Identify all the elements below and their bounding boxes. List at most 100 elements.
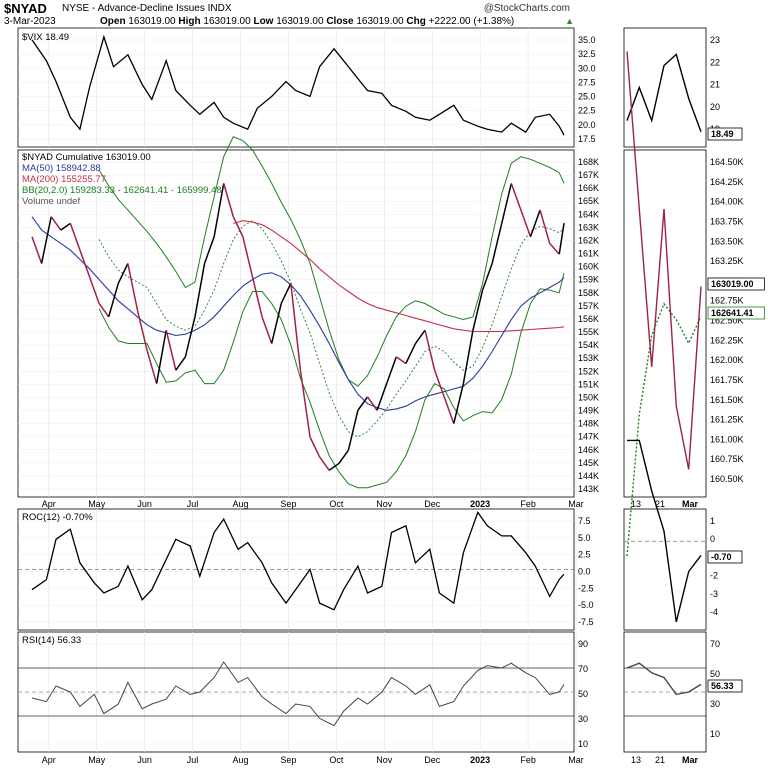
roc-ytick-label: 5.0 (578, 533, 591, 543)
month-label: May (88, 499, 106, 509)
nyad-price-segment (165, 329, 177, 371)
roc-ytick-label: 7.5 (578, 516, 591, 526)
bb-mid-value-badge-box (707, 306, 765, 320)
nyad-zoom-ytick-label: 161.50K (710, 395, 744, 405)
nyad-ytick-label: 156K (578, 314, 599, 324)
month-label: Dec (424, 755, 441, 765)
nyad-ytick-label: 164K (578, 209, 599, 219)
roc-zoom-ytick-label: -4 (710, 607, 718, 617)
vix-legend: $VIX 18.49 (22, 32, 69, 43)
nyad-price-segment (194, 263, 206, 317)
roc-ytick-label: -2.5 (578, 583, 594, 593)
close-label: Close (326, 16, 354, 27)
nyad-ytick-label: 154K (578, 340, 599, 350)
nyad-zoom-ytick-label: 160.50K (710, 474, 744, 484)
nyad-price-segment (223, 183, 235, 217)
nyad-ytick-label: 149K (578, 406, 599, 416)
nyad-legend-ma50: MA(50) 158942.88 (22, 163, 101, 174)
nyad-price-segment (424, 329, 436, 371)
nyad-ytick-label: 168K (578, 157, 599, 167)
nyad-zoom-ytick-label: 162.75K (710, 296, 744, 306)
rsi-series-line (31, 661, 565, 727)
quote-date: 3-Mar-2023 (4, 16, 56, 27)
ticker-symbol: $NYAD (4, 1, 47, 16)
nyad-price-segment (529, 209, 541, 238)
nyad-price-segment (270, 303, 282, 344)
nyad-ytick-label: 158K (578, 288, 599, 298)
nyad-ytick-label: 157K (578, 301, 599, 311)
nyad-ytick-label: 155K (578, 327, 599, 337)
bb-middle-line (98, 220, 565, 438)
vix-ytick-label: 35.0 (578, 35, 596, 45)
close-value: 163019.00 (356, 16, 404, 27)
nyad-price-segment (347, 410, 359, 451)
month-label: 2023 (470, 755, 490, 765)
rsi-ytick-label: 50 (578, 689, 588, 699)
nyad-ytick-label: 144K (578, 471, 599, 481)
rsi-zoom-ytick-label: 50 (710, 669, 720, 679)
nyad-last-value-badge-box (707, 277, 765, 291)
chg-value: +2222.00 (+1.38%) (428, 16, 515, 27)
month-label: Aug (232, 499, 248, 509)
nyad-price-segment (520, 209, 532, 238)
chg-label: Chg (406, 16, 426, 27)
nyad-ytick-label: 146K (578, 445, 599, 455)
month-label: Jun (137, 755, 152, 765)
roc-zoom-frame (623, 508, 707, 631)
nyad-price-segment (472, 289, 484, 331)
nyad-price-segment (385, 356, 397, 384)
month-label: Feb (520, 755, 536, 765)
month-label: Apr (42, 499, 56, 509)
rsi-zoom-ytick-label: 30 (710, 699, 720, 709)
nyad-ytick-label: 151K (578, 379, 599, 389)
nyad-ytick-label: 148K (578, 419, 599, 429)
rsi-last-value-badge: 56.33 (711, 681, 734, 691)
month-label: Mar (568, 499, 584, 509)
nyad-price-segment (366, 396, 378, 411)
nyad-price-segment (203, 236, 215, 264)
nyad-price-segment (40, 216, 52, 264)
bb-lower-line (98, 272, 565, 489)
nyad-price-segment (31, 236, 43, 264)
bb-mid-value-badge: 162641.41 (711, 308, 754, 318)
nyad-price-segment (558, 223, 565, 255)
nyad-price-segment (481, 263, 493, 291)
nyad-zoom-ytick-label: 162.50K (710, 316, 744, 326)
vix-zoom-ytick-label: 22 (710, 57, 720, 67)
roc-zoom-ytick-label: 0 (710, 534, 715, 544)
nyad-price-segment (318, 456, 330, 471)
nyad-price-segment (405, 343, 417, 364)
vix-ytick-label: 25.0 (578, 92, 596, 102)
month-label: May (88, 755, 106, 765)
nyad-legend-ma200: MA(200) 155255.77 (22, 174, 106, 185)
nyad-zoom-ytick-label: 162.00K (710, 355, 744, 365)
rsi-ytick-label: 10 (578, 739, 588, 749)
nyad-zoom-ytick-label: 163.75K (710, 216, 744, 226)
vix-ytick-label: 30.0 (578, 63, 596, 73)
month-label: Nov (376, 755, 393, 765)
nyad-price-segment (175, 356, 186, 371)
nyad-price-segment (433, 369, 445, 398)
nyad-zoom-ytick-label: 162.25K (710, 335, 744, 345)
ohlc-quote: Open 163019.00 High 163019.00 Low 163019… (100, 16, 514, 27)
month-label: Feb (520, 499, 536, 509)
rsi-zoom-ytick-label: 10 (710, 729, 720, 739)
nyad-price-segment (299, 370, 311, 438)
roc-zoom-ytick-label: 1 (710, 516, 715, 526)
nyad-zoom-frame (623, 149, 707, 498)
zoom-date-label: 21 (655, 755, 665, 765)
open-value: 163019.00 (128, 16, 176, 27)
nyad-ytick-label: 152K (578, 366, 599, 376)
nyad-price-segment (443, 396, 455, 424)
nyad-price-segment (251, 276, 263, 318)
nyad-main-frame (17, 149, 575, 498)
nyad-price-segment (328, 463, 340, 471)
vix-zoom-line (626, 53, 702, 133)
vix-ytick-label: 17.5 (578, 134, 596, 144)
nyad-ytick-label: 159K (578, 275, 599, 285)
month-label: Mar (568, 755, 584, 765)
nyad-zoom-ytick-label: 164.50K (710, 157, 744, 167)
roc-last-value-badge-box (707, 550, 743, 564)
vix-zoom-ytick-label: 20 (710, 102, 720, 112)
nyad-zoom-ytick-label: 160.75K (710, 454, 744, 464)
